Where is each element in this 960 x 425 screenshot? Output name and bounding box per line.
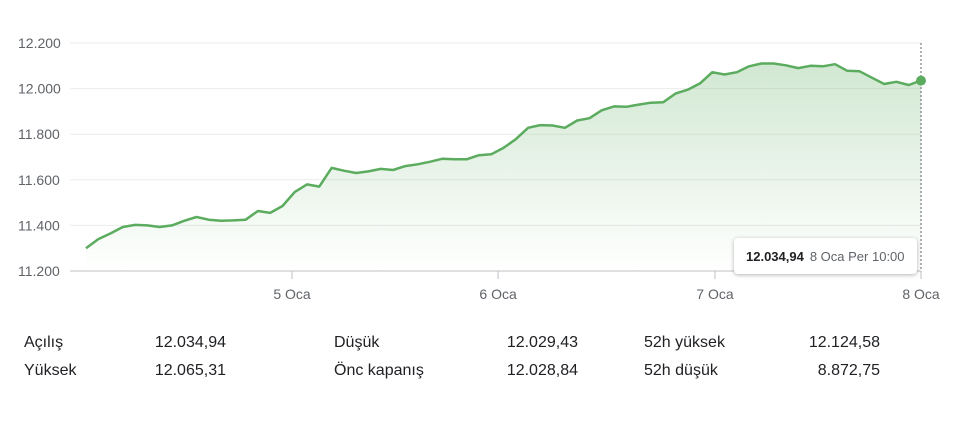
x-tick-label: 7 Oca <box>696 286 734 302</box>
price-tooltip: 12.034,94 8 Oca Per 10:00 <box>734 238 917 274</box>
stat-value-open: 12.034,94 <box>154 334 226 351</box>
stat-value-52w-high: 12.124,58 <box>808 334 880 351</box>
price-line <box>85 62 922 250</box>
y-tick-label: 12.200 <box>18 35 61 51</box>
stat-label-52w-high: 52h yüksek <box>644 334 725 351</box>
stat-label-high: Yüksek <box>24 362 77 379</box>
stats-table: Açılış 12.034,94 Yüksek 12.065,31 Düşük … <box>24 330 936 390</box>
stat-label-prev-close: Önc kapanış <box>334 362 424 379</box>
y-tick-label: 11.400 <box>18 217 60 233</box>
stat-value-low: 12.029,43 <box>506 334 578 351</box>
price-chart[interactable]: 12.200 12.000 11.800 11.600 11.400 11.200 5 O… <box>0 0 960 320</box>
stat-value-prev-close: 12.028,84 <box>506 362 578 379</box>
stat-label-low: Düşük <box>334 334 380 351</box>
x-tick-label: 5 Oca <box>273 286 311 302</box>
stat-value-high: 12.065,31 <box>154 362 226 379</box>
y-tick-label: 11.800 <box>18 126 60 142</box>
stat-value-52w-low: 8.872,75 <box>817 362 880 379</box>
x-tick-label: 8 Oca <box>902 286 940 302</box>
y-axis: 12.200 12.000 11.800 11.600 11.400 11.200 <box>18 35 61 279</box>
y-tick-label: 12.000 <box>18 81 61 97</box>
tooltip-time: 8 Oca Per 10:00 <box>809 248 905 264</box>
tooltip-value: 12.034,94 <box>746 248 804 264</box>
y-tick-label: 11.600 <box>18 172 60 188</box>
x-tick-label: 6 Oca <box>479 286 517 302</box>
current-point-marker[interactable] <box>916 75 926 86</box>
stat-label-52w-low: 52h düşük <box>644 362 718 379</box>
x-axis: 5 Oca 6 Oca 7 Oca 8 Oca <box>273 271 940 302</box>
price-area <box>86 63 921 271</box>
y-tick-label: 11.200 <box>18 263 60 279</box>
stat-label-open: Açılış <box>24 334 64 351</box>
